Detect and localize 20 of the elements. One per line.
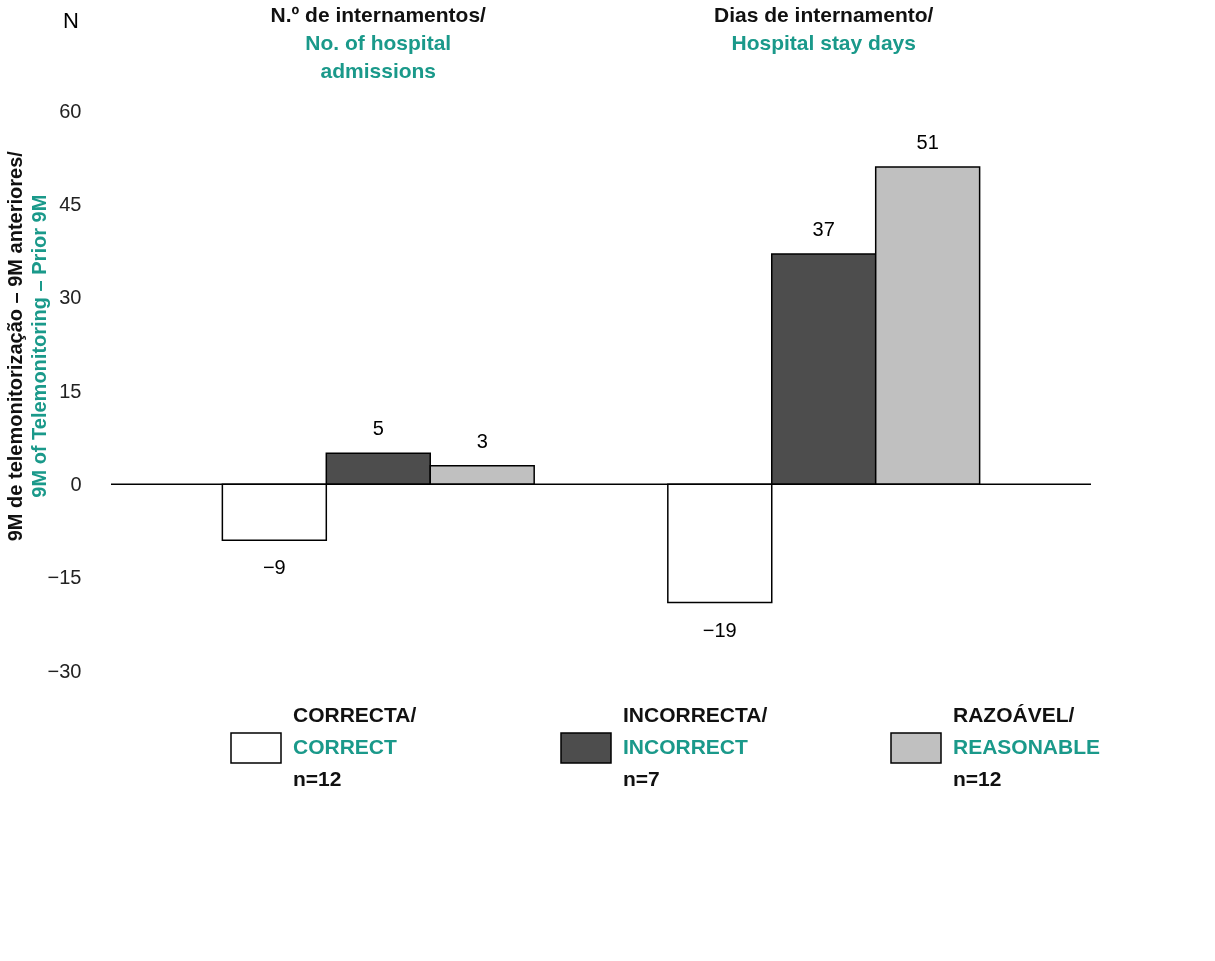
y-tick-label: 30 xyxy=(59,286,82,309)
y-axis-title: 9M de telemonitorização – 9M anteriores/ 9M of Telemonitoring – Prior 9M xyxy=(4,150,50,542)
x-tick-label: N.º de internamentos/ No. of hospital admissions xyxy=(270,3,487,82)
data-label: 37 xyxy=(812,218,835,241)
data-label: −9 xyxy=(262,556,286,579)
text: N xyxy=(63,8,79,33)
y-tick-label: 0 xyxy=(70,472,82,495)
legend-label: INCORRECTA/ INCORRECT n=7 xyxy=(623,703,768,790)
legend-label: RAZOÁVEL/ REASONABLE n=12 xyxy=(953,703,1101,790)
data-label: 3 xyxy=(476,429,488,452)
data-label: 5 xyxy=(372,417,384,440)
y-tick-label: −15 xyxy=(47,566,82,589)
y-tick-label: 15 xyxy=(59,379,82,402)
y-tick-label: 45 xyxy=(59,192,82,215)
x-tick-label: Dias de internamento/ Hospital stay days xyxy=(714,3,934,54)
y-tick-label: −30 xyxy=(47,659,82,682)
data-label: 51 xyxy=(916,131,939,153)
data-label: −19 xyxy=(702,618,737,641)
legend-label: CORRECTA/ CORRECT n=12 xyxy=(293,703,417,790)
y-tick-label: 60 xyxy=(59,99,82,122)
